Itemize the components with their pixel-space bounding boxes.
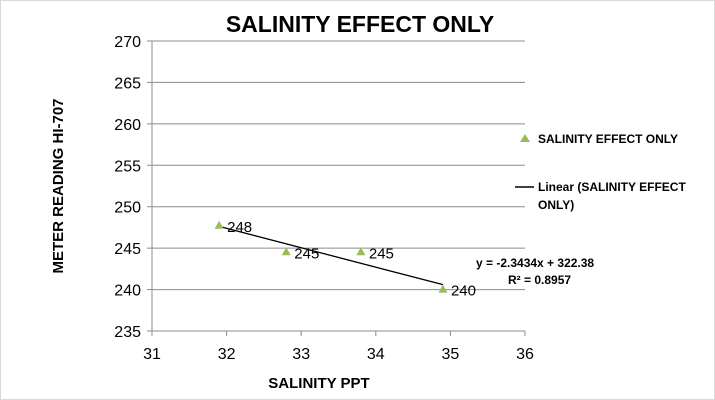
data-label: 245: [294, 245, 319, 262]
x-tick-label: 32: [218, 346, 236, 363]
x-tick-label: 35: [442, 346, 460, 363]
data-point: [281, 247, 291, 256]
data-label: 240: [451, 283, 476, 300]
y-tick-label: 270: [114, 34, 141, 51]
x-axis-label: SALINITY PPT: [268, 375, 369, 392]
y-axis-label: METER READING HI-707: [50, 98, 67, 273]
x-tick-label: 36: [516, 346, 534, 363]
trendline-r-squared: R² = 0.8957: [508, 273, 571, 287]
x-tick-labels: 31 32 33 34 35 36: [143, 346, 534, 363]
legend-entry-trendline-line1: Linear (SALINITY EFFECT: [538, 180, 686, 194]
data-points: [214, 220, 448, 293]
x-tick-label: 33: [292, 346, 310, 363]
y-tick-label: 265: [114, 75, 141, 92]
legend-entry-trendline-line2: ONLY): [538, 198, 574, 212]
data-labels: 248 245 245 240: [227, 219, 476, 300]
y-tick-label: 245: [114, 241, 141, 258]
trendline-equation: y = -2.3434x + 322.38: [476, 256, 594, 270]
y-tick-label: 240: [114, 283, 141, 300]
data-point: [356, 247, 366, 256]
trendline-group: [218, 225, 444, 286]
y-tick-label: 255: [114, 158, 141, 175]
x-tick-label: 34: [367, 346, 385, 363]
x-tick-label: 31: [143, 346, 161, 363]
legend-marker-triangle: [520, 134, 530, 142]
data-point: [214, 220, 224, 229]
legend: SALINITY EFFECT ONLY Linear (SALINITY EF…: [515, 132, 686, 212]
y-tick-labels: 235 240 245 250 255 260 265 270: [114, 34, 141, 341]
y-tick-label: 250: [114, 200, 141, 217]
data-label: 245: [369, 245, 394, 262]
chart-title: SALINITY EFFECT ONLY: [226, 11, 494, 37]
legend-entry-series: SALINITY EFFECT ONLY: [538, 132, 678, 146]
data-label: 248: [227, 219, 252, 236]
y-tick-label: 235: [114, 324, 141, 341]
y-tick-label: 260: [114, 117, 141, 134]
data-point: [438, 284, 448, 293]
gridlines: [147, 40, 526, 336]
trendline: [218, 225, 444, 286]
